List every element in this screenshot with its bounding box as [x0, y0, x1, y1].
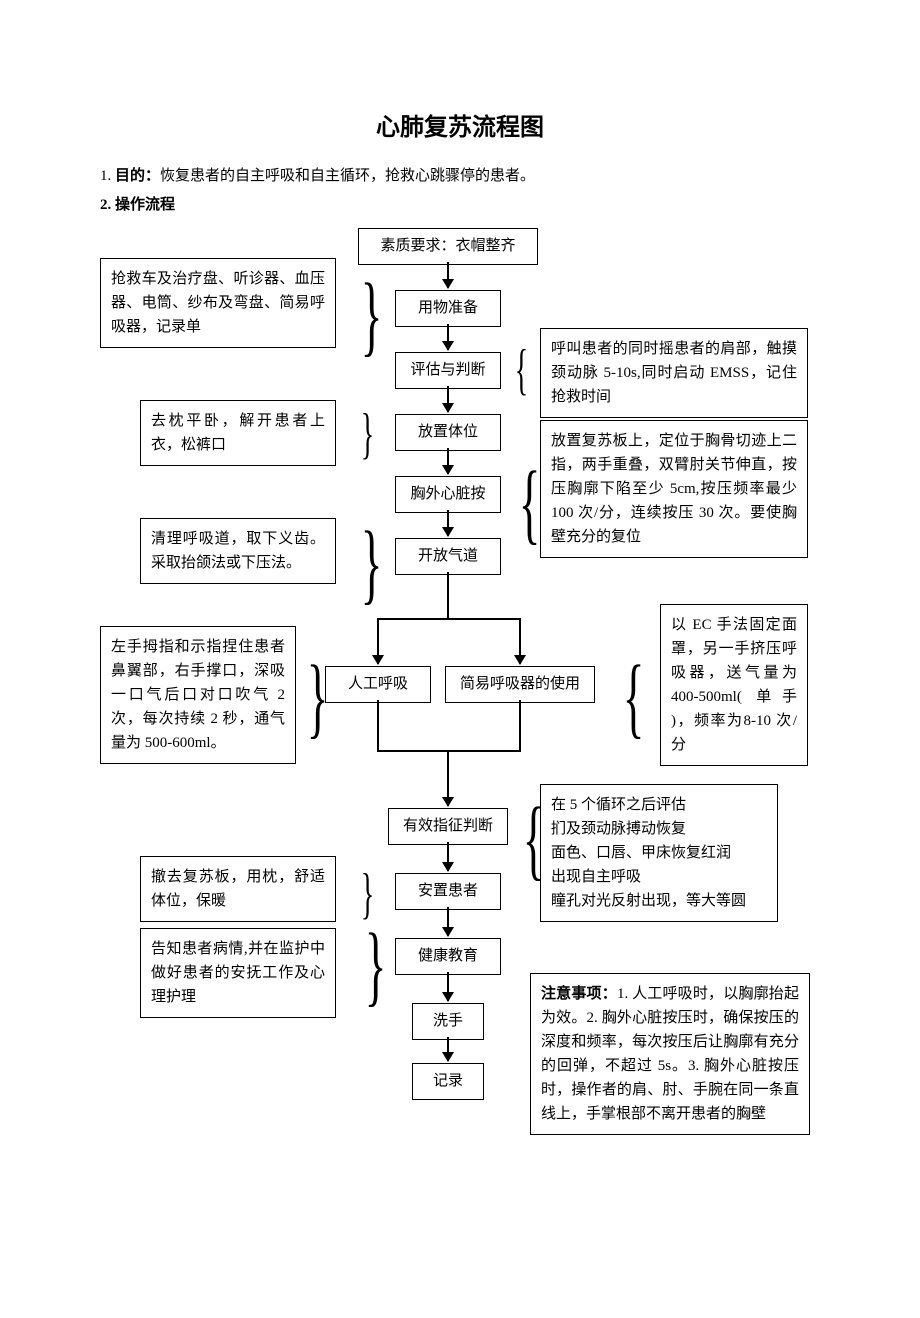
- brace-icon: }: [361, 528, 383, 600]
- arrow: [447, 972, 449, 1001]
- intro-procedure: 2. 操作流程: [100, 194, 820, 217]
- intro-text-1: 恢复患者的自主呼吸和自主循环，抢救心跳骤停的患者。: [160, 168, 535, 184]
- annot-bvm: 以 EC 手法固定面罩，另一手挤压呼吸器，送气量为400-500ml( 单手 )…: [660, 604, 808, 766]
- arrow: [447, 510, 449, 536]
- annot-notes: 注意事项：1. 人工呼吸时，以胸廓抬起为效。2. 胸外心脏按压时，确保按压的深度…: [530, 973, 810, 1135]
- annot-prepare: 抢救车及治疗盘、听诊器、血压器、电筒、纱布及弯盘、简易呼吸器，记录单: [100, 258, 336, 348]
- node-record: 记录: [412, 1063, 484, 1100]
- intro-num-2: 2.: [100, 197, 111, 213]
- node-edu: 健康教育: [395, 938, 501, 975]
- page-title: 心肺复苏流程图: [100, 110, 820, 147]
- connector: [377, 750, 521, 752]
- node-airway: 开放气道: [395, 538, 501, 575]
- intro-label-2: 操作流程: [115, 197, 175, 213]
- node-wash: 洗手: [412, 1003, 484, 1040]
- connector: [377, 618, 521, 620]
- arrow: [447, 907, 449, 936]
- annot-settle: 撤去复苏板，用枕，舒适体位，保暖: [140, 856, 336, 922]
- flowchart-canvas: 素质要求：衣帽整齐 用物准备 评估与判断 放置体位 胸外心脏按 开放气道 人工呼…: [100, 228, 820, 1258]
- connector: [447, 572, 449, 618]
- arrow: [447, 842, 449, 871]
- brace-icon: }: [361, 872, 374, 917]
- node-breath: 人工呼吸: [325, 666, 431, 703]
- arrow: [447, 324, 449, 350]
- arrow: [447, 386, 449, 412]
- arrow: [447, 262, 449, 288]
- brace-icon: {: [515, 348, 528, 393]
- intro-purpose: 1. 目的：恢复患者的自主呼吸和自主循环，抢救心跳骤停的患者。: [100, 165, 820, 188]
- notes-body: 1. 人工呼吸时，以胸廓抬起为效。2. 胸外心脏按压时，确保按压的深度和频率，每…: [541, 986, 799, 1122]
- node-prepare: 用物准备: [395, 290, 501, 327]
- brace-icon: }: [361, 280, 383, 352]
- annot-compress: 放置复苏板上，定位于胸骨切迹上二指，两手重叠，双臂肘关节伸直，按压胸廓下陷至少 …: [540, 420, 808, 558]
- annot-position: 去枕平卧，解开患者上衣，松裤口: [140, 400, 336, 466]
- brace-icon: {: [519, 468, 541, 540]
- annot-assess: 呼叫患者的同时摇患者的肩部，触摸颈动脉 5-10s,同时启动 EMSS，记住抢救…: [540, 328, 808, 418]
- brace-icon: }: [361, 412, 374, 457]
- arrow: [519, 618, 521, 664]
- node-assess: 评估与判断: [395, 352, 501, 389]
- arrow: [447, 750, 449, 806]
- node-bvm: 简易呼吸器的使用: [445, 666, 595, 703]
- arrow: [447, 448, 449, 474]
- brace-icon: {: [523, 804, 545, 876]
- annot-edu: 告知患者病情,并在监护中做好患者的安抚工作及心理护理: [140, 928, 336, 1018]
- arrow: [377, 618, 379, 664]
- brace-icon: {: [623, 662, 645, 734]
- annot-airway: 清理呼吸道，取下义齿。采取抬颌法或下压法。: [140, 518, 336, 584]
- node-effective: 有效指征判断: [388, 808, 508, 845]
- annot-breath: 左手拇指和示指捏住患者鼻翼部，右手撑口，深吸一口气后口对口吹气 2 次，每次持续…: [100, 626, 296, 764]
- brace-icon: }: [307, 662, 329, 734]
- arrow: [447, 1037, 449, 1061]
- node-position: 放置体位: [395, 414, 501, 451]
- annot-effective: 在 5 个循环之后评估 扪及颈动脉搏动恢复 面色、口唇、甲床恢复红润 出现自主呼…: [540, 784, 778, 922]
- node-requirement: 素质要求：衣帽整齐: [358, 228, 538, 265]
- node-settle: 安置患者: [395, 873, 501, 910]
- connector: [519, 700, 521, 750]
- connector: [377, 700, 379, 750]
- node-compress: 胸外心脏按: [395, 476, 501, 513]
- intro-num-1: 1.: [100, 168, 111, 184]
- notes-label: 注意事项：: [541, 986, 617, 1002]
- brace-icon: }: [365, 930, 387, 1002]
- intro-label-1: 目的：: [115, 168, 160, 184]
